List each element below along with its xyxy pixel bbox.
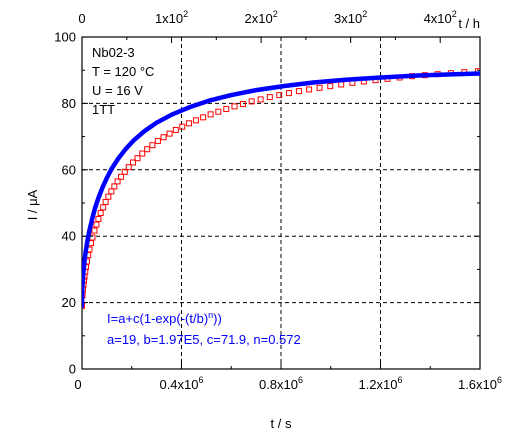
y-tick-label: 60 [62,162,76,177]
tick-label-exponent: 2 [452,9,457,19]
fit-formula-close: )) [213,311,222,326]
tick-label-exponent: 6 [298,375,303,385]
measured-point [215,108,222,115]
grid-lines [82,37,480,369]
sample-info-line: 1TT [92,102,115,117]
measured-point [82,302,85,309]
measured-point [139,150,146,157]
measured-point [231,103,238,110]
x-tick-label: 1.6x106 [458,375,502,392]
measured-point [97,209,104,216]
measured-point [239,101,246,108]
tick-label-exponent: 6 [398,375,403,385]
measured-point [129,159,136,166]
x-tick-label: 0.4x106 [159,375,203,392]
measured-point [134,155,141,162]
tick-label-exponent: 6 [199,375,204,385]
top-tick-label: 3x102 [334,9,367,26]
measured-point [207,111,214,118]
measured-point [172,126,179,133]
measured-point [257,96,264,103]
fit-annotation: I=a+c(1-exp(-(t/b)n)) a=19, b=1.97E5, c=… [107,310,301,347]
tick-label-mantissa: 0 [78,11,85,26]
tick-label-mantissa: 3x10 [334,11,362,26]
fit-formula-exponent: n [208,310,213,320]
tick-label-mantissa: 1.2x10 [358,377,397,392]
measured-point [338,81,345,88]
measured-point [166,130,173,137]
x-axis-label: t / s [271,416,292,431]
fit-formula-main: I=a+c(1-exp(-(t/b) [107,311,208,326]
measured-point [114,178,121,185]
tick-label-mantissa: 0.8x10 [259,377,298,392]
x-tick-label: 1.2x106 [358,375,402,392]
measured-point [276,92,283,99]
measured-point [327,83,334,90]
y-tick-label: 0 [69,362,76,377]
measured-point [111,183,118,190]
tick-label-mantissa: 0 [74,377,81,392]
measured-point [102,199,109,206]
measured-point [125,164,132,171]
measured-point [316,84,323,91]
measured-point [100,204,107,211]
tick-label-exponent: 6 [497,375,502,385]
measured-point [200,114,207,121]
sample-info: Nb02-3 T = 120 °C U = 16 V 1TT [92,45,154,117]
measured-point [223,106,230,113]
sample-info-line: Nb02-3 [92,45,135,60]
tick-label-mantissa: 1x10 [155,11,183,26]
fit-formula: I=a+c(1-exp(-(t/b)n)) [107,310,222,326]
measured-point [91,227,98,234]
measured-point [285,90,292,97]
top-tick-label: 4x102 [424,9,457,26]
measured-point [192,117,199,124]
measured-point [248,98,255,105]
tick-label-mantissa: 2x10 [244,11,272,26]
y-tick-label: 80 [62,96,76,111]
measured-point [108,188,115,195]
data-marks [82,68,480,309]
tick-label-mantissa: 0.4x10 [159,377,198,392]
measured-series [82,68,480,309]
top-tick-label: 1x102 [155,9,188,26]
tick-label-mantissa: 1.6x10 [458,377,497,392]
top-tick-label: 0 [78,11,85,26]
y-tick-label: 100 [54,30,76,45]
measured-point [154,137,161,144]
tick-label-mantissa: 4x10 [424,11,452,26]
measured-point [295,88,302,95]
measured-point [185,120,192,127]
top-tick-label: 2x102 [244,9,277,26]
measured-point [95,215,102,222]
fit-parameters: a=19, b=1.97E5, c=71.9, n=0.572 [107,332,301,347]
x-tick-label: 0.8x106 [259,375,303,392]
measured-point [266,94,273,101]
measured-point [93,221,100,228]
tick-label-exponent: 2 [362,9,367,19]
measured-point [149,142,156,149]
fit-curve-line [82,71,480,309]
x-tick-label: 0 [74,377,81,392]
measured-point [306,86,313,93]
y-tick-label: 40 [62,229,76,244]
sample-info-line: T = 120 °C [92,64,154,79]
sample-info-line: U = 16 V [92,83,143,98]
measured-point [105,193,112,200]
measured-point [160,134,167,141]
y-tick-label: 20 [62,295,76,310]
tick-label-exponent: 2 [183,9,188,19]
measured-point [179,123,186,130]
top-axis-label: t / h [458,16,480,31]
measured-point [144,146,151,153]
measured-point [118,173,125,180]
measured-point [121,168,128,175]
tick-label-exponent: 2 [273,9,278,19]
y-axis-label: I / μA [25,189,40,220]
